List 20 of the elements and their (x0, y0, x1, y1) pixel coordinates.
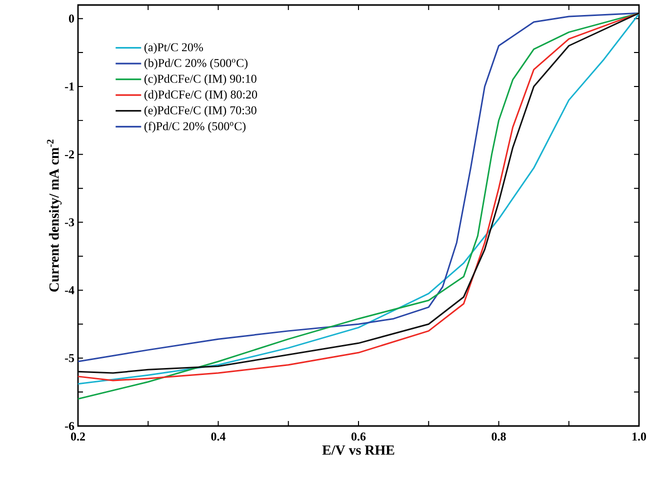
y-tick-label: 0 (68, 14, 74, 23)
y-tick-label: -2 (64, 150, 74, 158)
x-tick-label: 0.6 (351, 432, 366, 441)
legend-label: (e)PdCFe/C (IM) 70:30 (144, 106, 256, 117)
y-axis-title: Current density/ mA cm$^{-2}$ (46, 140, 62, 292)
legend-label: (d)PdCFe/C (IM) 80:20 (144, 90, 258, 102)
x-tick-label: 0.2 (70, 432, 85, 441)
x-tick-label: 0.8 (492, 432, 506, 441)
y-tick-label: -4 (64, 286, 74, 294)
legend-label: (f)Pd/C 20% (500$^{o}$C) (144, 122, 246, 133)
legend-label: (a)Pt/C 20% (144, 42, 203, 54)
legend-label: (c)PdCFe/C (IM) 90:10 (144, 74, 256, 86)
y-tick-label: -1 (64, 82, 74, 90)
x-axis-title: E/V vs RHE (322, 445, 394, 455)
y-tick-label: -5 (64, 354, 74, 362)
legend-label: (b)Pd/C 20% (500$^{o}$C) (144, 58, 248, 70)
y-tick-label: -3 (64, 218, 74, 226)
x-tick-label: 1.0 (632, 432, 646, 441)
x-tick-label: 0.4 (211, 432, 226, 441)
y-tick-label: -6 (64, 422, 74, 430)
